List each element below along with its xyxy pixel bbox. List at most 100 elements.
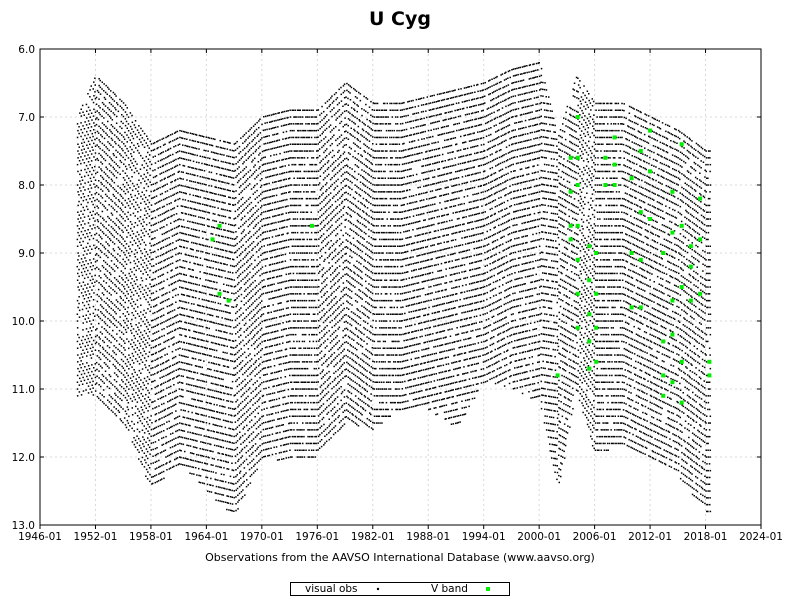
visual-obs-point xyxy=(103,402,105,405)
visual-obs-point xyxy=(157,425,160,428)
visual-obs-point xyxy=(195,161,198,163)
visual-obs-point xyxy=(217,146,219,148)
visual-obs-point xyxy=(267,441,269,443)
visual-obs-point xyxy=(166,380,169,383)
visual-obs-point xyxy=(202,380,204,382)
visual-obs-point xyxy=(208,361,210,364)
visual-obs-point xyxy=(180,361,183,364)
visual-obs-point xyxy=(110,178,113,180)
visual-obs-point xyxy=(127,157,130,159)
visual-obs-point xyxy=(135,324,137,326)
visual-obs-point xyxy=(249,353,251,355)
visual-obs-point xyxy=(173,424,175,427)
visual-obs-point xyxy=(82,138,84,141)
visual-obs-point xyxy=(243,324,246,326)
visual-obs-point xyxy=(157,344,160,346)
visual-obs-point xyxy=(254,382,256,384)
visual-obs-point xyxy=(214,424,216,426)
visual-obs-point xyxy=(138,376,140,379)
visual-obs-point xyxy=(205,150,207,152)
visual-obs-point xyxy=(261,205,263,207)
visual-obs-point xyxy=(217,411,219,413)
visual-obs-point xyxy=(84,230,86,232)
visual-obs-point xyxy=(201,176,204,178)
visual-obs-point xyxy=(106,345,109,347)
visual-obs-point xyxy=(224,202,226,204)
visual-obs-point xyxy=(95,123,98,126)
visual-obs-point xyxy=(263,401,265,404)
visual-obs-point xyxy=(80,122,82,124)
visual-obs-point xyxy=(254,123,256,126)
visual-obs-point xyxy=(208,266,211,268)
visual-obs-point xyxy=(217,268,220,271)
visual-obs-point xyxy=(99,93,102,95)
visual-obs-point xyxy=(76,184,79,186)
visual-obs-point xyxy=(229,264,232,267)
visual-obs-point xyxy=(275,215,277,217)
visual-obs-point xyxy=(196,236,198,238)
visual-obs-point xyxy=(191,207,193,210)
visual-obs-point xyxy=(200,393,202,395)
visual-obs-point xyxy=(209,402,211,404)
visual-obs-point xyxy=(80,292,83,294)
visual-obs-point xyxy=(80,128,82,131)
visual-obs-point xyxy=(100,379,102,381)
visual-obs-point xyxy=(152,156,154,158)
visual-obs-point xyxy=(182,246,185,248)
visual-obs-point xyxy=(85,273,88,276)
visual-obs-point xyxy=(103,90,105,92)
visual-obs-point xyxy=(90,336,93,339)
visual-obs-point xyxy=(175,362,178,365)
visual-obs-point xyxy=(135,378,137,380)
visual-obs-point xyxy=(222,215,225,217)
visual-obs-point xyxy=(210,389,212,391)
visual-obs-point xyxy=(270,399,272,402)
visual-obs-point xyxy=(229,332,231,335)
visual-obs-point xyxy=(87,331,90,333)
visual-obs-point xyxy=(138,390,140,392)
visual-obs-point xyxy=(223,337,225,340)
visual-obs-point xyxy=(102,108,104,111)
visual-obs-point xyxy=(119,98,121,101)
visual-obs-point xyxy=(247,239,249,241)
visual-obs-point xyxy=(184,199,187,201)
visual-obs-point xyxy=(140,229,143,232)
visual-obs-point xyxy=(268,352,270,355)
visual-obs-point xyxy=(144,459,146,461)
visual-obs-point xyxy=(145,176,147,178)
visual-obs-point xyxy=(254,348,256,350)
visual-obs-point xyxy=(175,389,177,392)
visual-obs-point xyxy=(240,157,242,160)
visual-obs-point xyxy=(196,277,198,279)
visual-obs-point xyxy=(245,458,248,461)
visual-obs-point xyxy=(105,268,107,270)
visual-obs-point xyxy=(219,214,221,217)
visual-obs-point xyxy=(226,230,229,232)
visual-obs-point xyxy=(99,317,102,320)
visual-obs-point xyxy=(87,385,90,387)
visual-obs-point xyxy=(201,455,203,457)
visual-obs-point xyxy=(260,450,263,452)
visual-obs-point xyxy=(263,170,265,172)
visual-obs-point xyxy=(112,207,114,209)
visual-obs-point xyxy=(147,410,149,412)
visual-obs-point xyxy=(161,158,163,161)
visual-obs-point xyxy=(177,463,179,466)
visual-obs-point xyxy=(197,413,200,415)
visual-obs-point xyxy=(255,455,258,457)
visual-obs-point xyxy=(179,347,181,349)
visual-obs-point xyxy=(203,299,205,301)
visual-obs-point xyxy=(239,273,242,275)
visual-obs-point xyxy=(266,121,268,124)
visual-obs-point xyxy=(110,103,113,106)
visual-obs-point xyxy=(103,314,105,316)
visual-obs-point xyxy=(149,473,151,476)
visual-obs-point xyxy=(146,135,148,137)
visual-obs-point xyxy=(240,293,243,296)
visual-obs-point xyxy=(219,418,221,421)
visual-obs-point xyxy=(122,340,125,342)
visual-obs-point xyxy=(231,510,233,512)
visual-obs-point xyxy=(215,479,217,481)
visual-obs-point xyxy=(259,227,261,229)
visual-obs-point xyxy=(235,401,237,403)
